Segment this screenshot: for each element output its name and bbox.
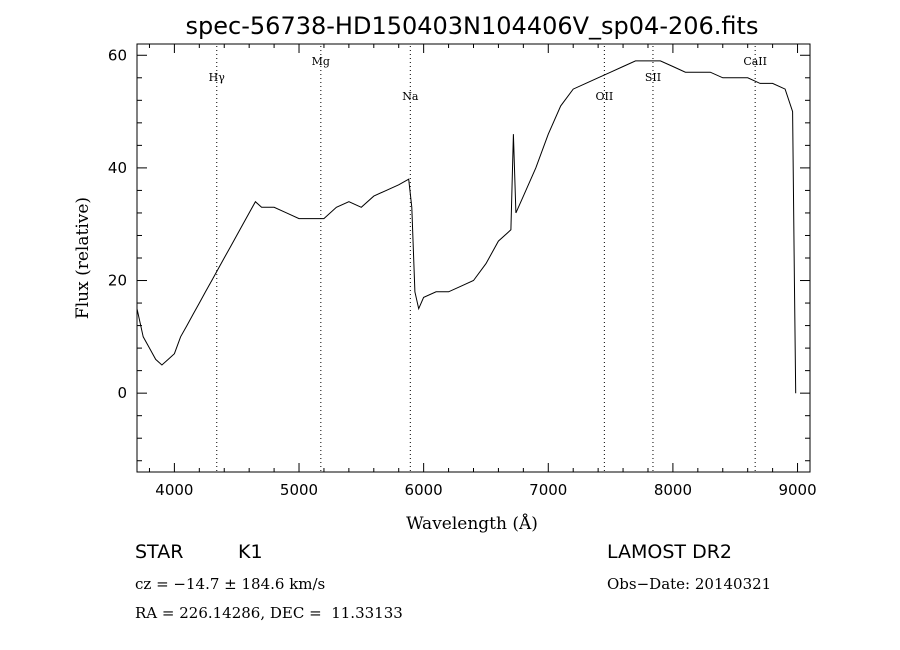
x-tick-label: 5000	[280, 481, 318, 499]
spectrum-line	[136, 60, 797, 394]
x-tick-label: 4000	[155, 481, 193, 499]
redshift-text: cz = −14.7 ± 184.6 km/s	[135, 575, 326, 593]
marker-label: Na	[402, 90, 419, 103]
y-axis-label: Flux (relative)	[73, 197, 93, 319]
marker-label: SII	[645, 71, 661, 84]
survey-name: LAMOST DR2	[607, 541, 732, 563]
object-subclass: K1	[238, 541, 263, 563]
y-tick-label: 60	[108, 46, 127, 64]
x-tick-label: 8000	[654, 481, 692, 499]
x-tick-label: 9000	[778, 481, 816, 499]
x-tick-label: 7000	[529, 481, 567, 499]
coords-text: RA = 226.14286, DEC = 11.33133	[135, 604, 403, 622]
axis-ticks: 4000 5000 6000 7000 8000 9000 0 20 40 60	[108, 44, 817, 499]
x-tick-label: 6000	[405, 481, 443, 499]
marker-label: OII	[596, 90, 614, 103]
y-tick-label: 40	[108, 159, 127, 177]
x-axis-label: Wavelength (Å)	[406, 513, 538, 534]
object-class: STAR	[135, 541, 184, 563]
plot-frame	[136, 43, 811, 473]
obs-date-text: Obs−Date: 20140321	[607, 575, 772, 593]
chart-title: spec-56738-HD150403N104406V_sp04-206.fit…	[186, 12, 759, 40]
marker-label: CaII	[743, 55, 767, 68]
y-tick-label: 20	[108, 272, 127, 290]
y-tick-label: 0	[117, 384, 127, 402]
marker-label: Hγ	[209, 71, 226, 84]
line-markers: Hγ Mg Na OII SII CaII	[209, 46, 767, 472]
marker-label: Mg	[312, 55, 330, 68]
